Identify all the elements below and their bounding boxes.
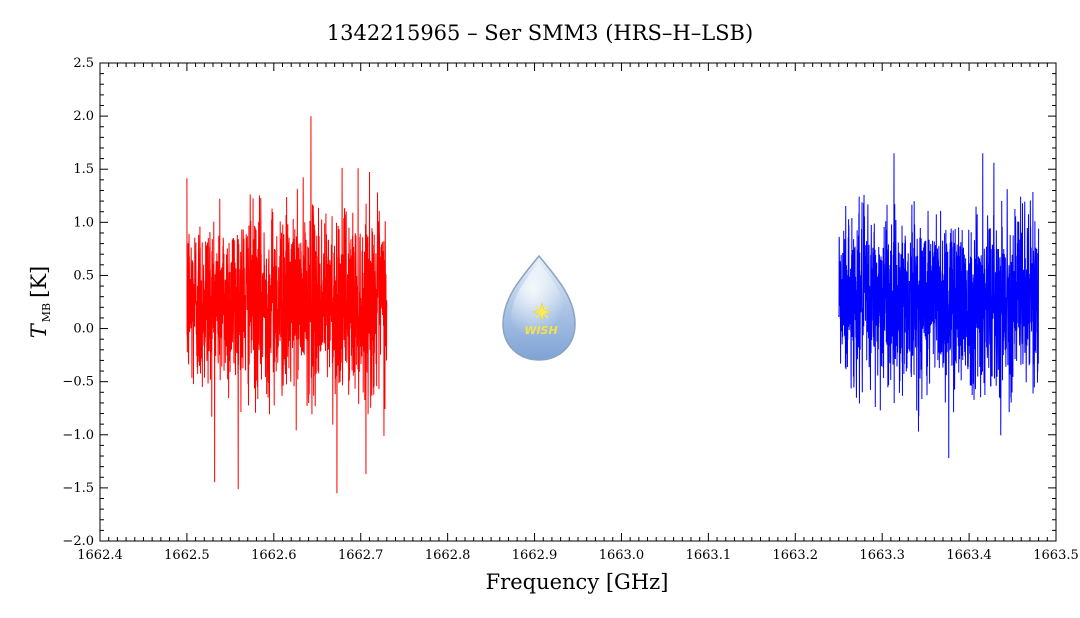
spectrum-series-2 <box>838 153 1040 459</box>
x-axis-title: Frequency [GHz] <box>486 570 669 594</box>
y-axis-title: TMB [K] <box>27 266 53 338</box>
svg-text:TMB[K]: TMB [K] <box>27 266 53 338</box>
y-tick-label: −2.0 <box>62 534 94 549</box>
series-layer <box>186 116 1040 494</box>
y-tick-label: −1.5 <box>62 481 94 496</box>
y-tick-label: 0.5 <box>73 268 94 283</box>
y-tick-label: 0.0 <box>73 322 94 337</box>
x-tick-label: 1662.7 <box>338 548 384 563</box>
x-tick-label: 1663.3 <box>859 548 905 563</box>
y-tick-label: 1.0 <box>73 215 94 230</box>
y-tick-label: 1.5 <box>73 162 94 177</box>
x-tick-label: 1663.4 <box>946 548 992 563</box>
spectrum-series-1 <box>186 116 388 494</box>
water-drop-star-icon: WISH <box>502 254 576 361</box>
y-axis-subscript: MB <box>40 303 53 322</box>
x-tick-label: 1663.5 <box>1033 548 1079 563</box>
chart-title: 1342215965 – Ser SMM3 (HRS–H–LSB) <box>327 21 753 45</box>
x-tick-label: 1662.4 <box>77 548 123 563</box>
x-tick-label: 1663.1 <box>686 548 732 563</box>
y-axis-unit: [K] <box>27 266 51 298</box>
x-tick-label: 1663.2 <box>773 548 819 563</box>
x-tick-label: 1662.6 <box>251 548 297 563</box>
y-tick-label: −1.0 <box>62 428 94 443</box>
y-tick-label: −0.5 <box>62 375 94 390</box>
x-tick-label: 1662.8 <box>425 548 471 563</box>
y-tick-label: 2.5 <box>73 56 94 71</box>
ticks-layer <box>99 62 1057 542</box>
tick-labels-layer: 1662.4 1662.5 1662.6 1662.7 1662.8 1662.9 1663… <box>62 56 1078 563</box>
x-tick-label: 1662.5 <box>164 548 210 563</box>
star-icon <box>531 301 553 323</box>
x-tick-label: 1662.9 <box>512 548 558 563</box>
y-tick-label: 2.0 <box>73 109 94 124</box>
x-tick-label: 1663.0 <box>599 548 645 563</box>
logo-text: WISH <box>524 324 557 337</box>
y-axis-symbol: T <box>27 322 51 338</box>
